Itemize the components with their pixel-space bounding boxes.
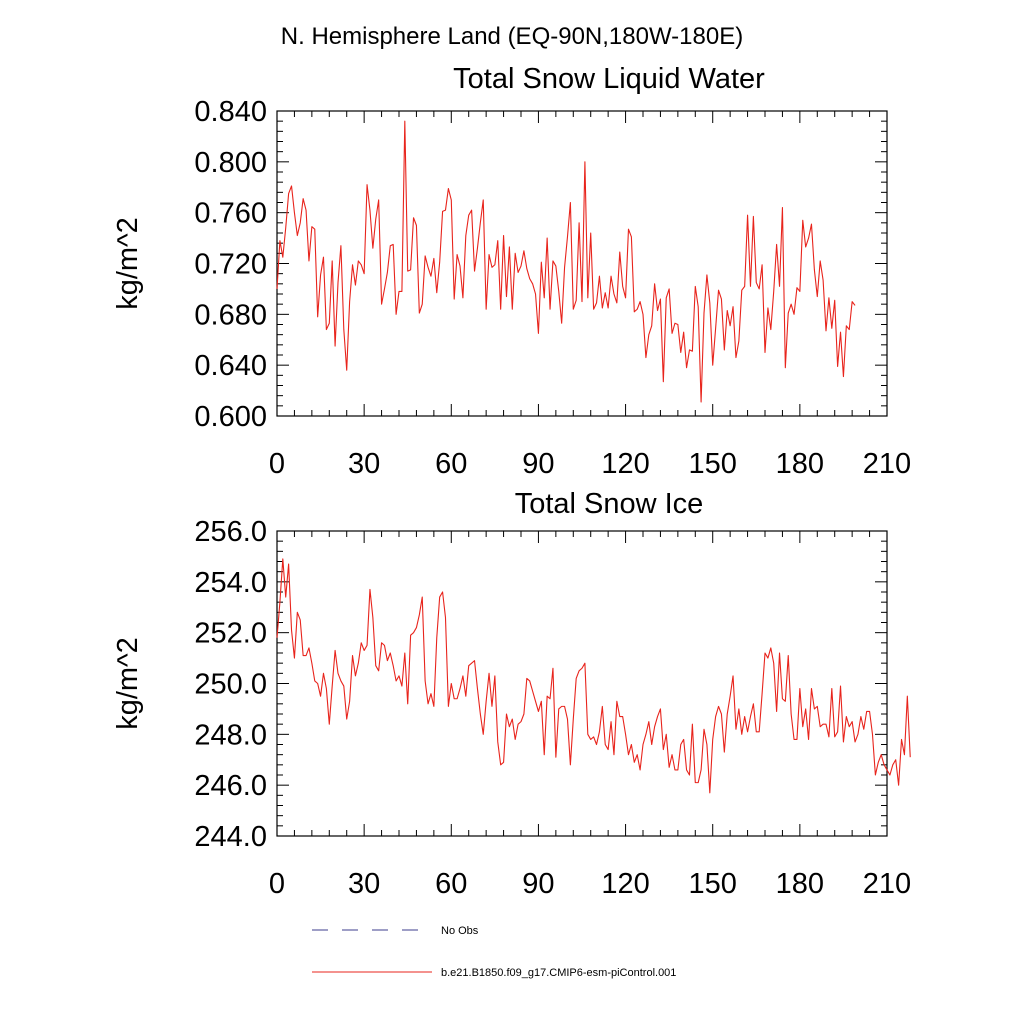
x-tick-label: 0 (269, 868, 285, 900)
y-axis-label: kg/m^2 (112, 217, 144, 310)
plot-frame (276, 110, 888, 417)
y-tick-label: 0.640 (194, 350, 267, 382)
x-tick-label: 30 (348, 448, 380, 480)
x-tick-label: 150 (689, 448, 737, 480)
x-tick-label: 30 (348, 868, 380, 900)
x-tick-label: 180 (776, 448, 824, 480)
y-tick-label: 0.800 (194, 147, 267, 179)
chart-snow-ice: Total Snow Ice 0 30 60 90 120 150 180 210 244.0 24… (112, 488, 911, 900)
y-axis-label: kg/m^2 (112, 637, 144, 730)
y-tick-label: 252.0 (194, 618, 267, 650)
x-tick-label: 150 (689, 868, 737, 900)
chart-title: Total Snow Ice (515, 488, 704, 520)
chart-title: Total Snow Liquid Water (453, 63, 765, 95)
x-tick-label: 60 (435, 868, 467, 900)
x-tick-label: 120 (601, 868, 649, 900)
legend: No Obs b.e21.B1850.f09_g17.CMIP6-esm-piC… (312, 925, 676, 979)
y-tick-label: 0.720 (194, 249, 267, 281)
x-tick-label: 90 (522, 448, 554, 480)
legend-label-no-obs: No Obs (441, 925, 479, 937)
x-tick-label: 120 (601, 448, 649, 480)
plot-frame (276, 530, 888, 837)
legend-label-model-run: b.e21.B1850.f09_g17.CMIP6-esm-piControl.… (441, 967, 676, 979)
x-tick-label: 210 (863, 448, 911, 480)
chart-snow-liquid-water: Total Snow Liquid Water 0 30 60 90 120 150 180 2… (112, 63, 911, 480)
x-tick-label: 60 (435, 448, 467, 480)
y-tick-label: 246.0 (194, 770, 267, 802)
x-tick-label: 180 (776, 868, 824, 900)
y-tick-label: 244.0 (194, 821, 267, 853)
page-title: N. Hemisphere Land (EQ-90N,180W-180E) (281, 23, 743, 50)
y-tick-label: 0.600 (194, 401, 267, 433)
y-tick-label: 254.0 (194, 567, 267, 599)
y-tick-label: 250.0 (194, 669, 267, 701)
y-tick-label: 0.680 (194, 299, 267, 331)
x-tick-label: 0 (269, 448, 285, 480)
y-tick-label: 248.0 (194, 719, 267, 751)
y-tick-label: 256.0 (194, 516, 267, 548)
series-line (276, 558, 911, 794)
y-tick-label: 0.760 (194, 198, 267, 230)
series-line (276, 120, 856, 403)
x-tick-label: 90 (522, 868, 554, 900)
x-tick-label: 210 (863, 868, 911, 900)
y-tick-label: 0.840 (194, 96, 267, 128)
